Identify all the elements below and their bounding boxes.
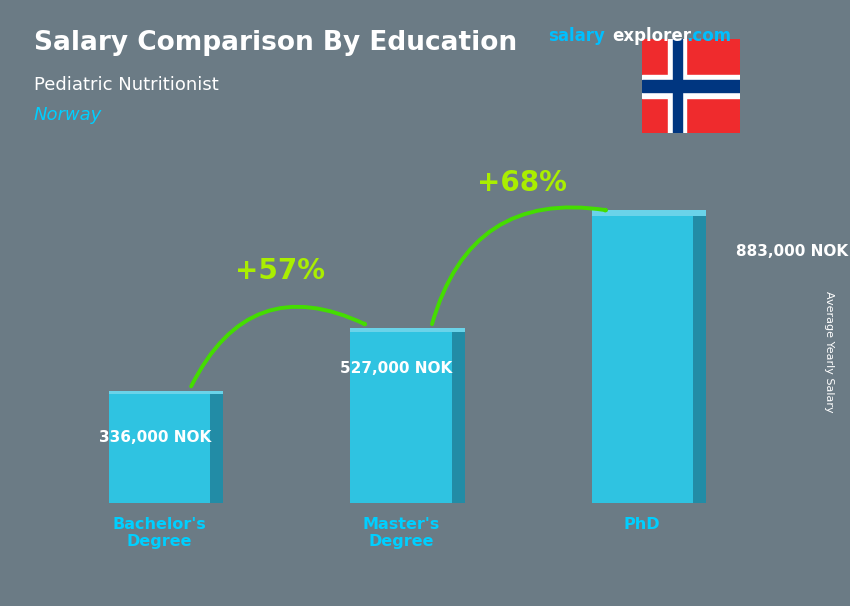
FancyArrowPatch shape xyxy=(191,307,365,387)
Bar xyxy=(642,81,740,92)
Bar xyxy=(109,391,224,394)
Text: 336,000 NOK: 336,000 NOK xyxy=(99,430,212,445)
Bar xyxy=(592,210,706,216)
Text: Salary Comparison By Education: Salary Comparison By Education xyxy=(34,30,517,56)
Bar xyxy=(592,216,693,503)
Text: 883,000 NOK: 883,000 NOK xyxy=(736,244,848,259)
Text: .com: .com xyxy=(686,27,731,45)
Text: +68%: +68% xyxy=(477,170,566,198)
Bar xyxy=(350,328,465,331)
Bar xyxy=(109,394,210,503)
Bar xyxy=(673,39,682,133)
Bar xyxy=(668,39,686,133)
Text: explorer: explorer xyxy=(612,27,691,45)
Text: salary: salary xyxy=(548,27,605,45)
Bar xyxy=(350,331,451,503)
Text: Pediatric Nutritionist: Pediatric Nutritionist xyxy=(34,76,218,94)
Bar xyxy=(642,75,740,98)
Text: Average Yearly Salary: Average Yearly Salary xyxy=(824,291,834,412)
Text: Norway: Norway xyxy=(34,106,102,124)
Text: +57%: +57% xyxy=(235,257,326,285)
Bar xyxy=(210,394,224,503)
Bar xyxy=(693,216,706,503)
FancyArrowPatch shape xyxy=(432,207,606,324)
Text: 527,000 NOK: 527,000 NOK xyxy=(340,361,452,376)
Bar xyxy=(451,331,465,503)
